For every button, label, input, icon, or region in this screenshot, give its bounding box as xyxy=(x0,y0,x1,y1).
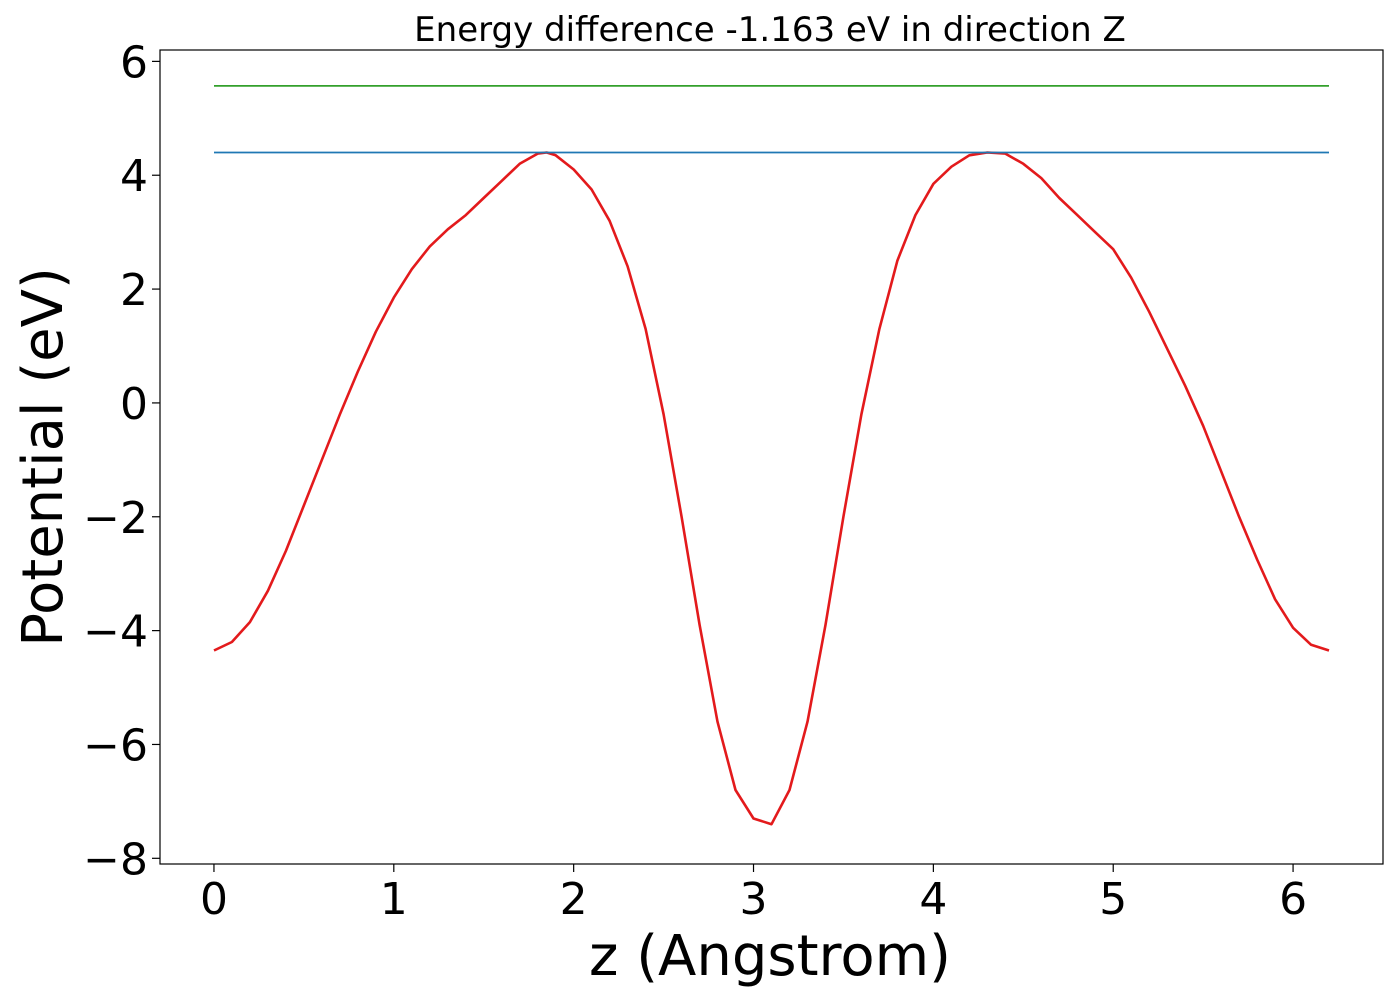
x-tick-label: 1 xyxy=(380,874,408,925)
x-tick-label: 0 xyxy=(200,874,228,925)
plot-frame xyxy=(159,49,1384,865)
series-layer xyxy=(213,85,1330,826)
y-tick-label: −4 xyxy=(83,607,148,658)
x-tick-label: 5 xyxy=(1099,874,1127,925)
ticks-layer: 0 1 2 3 4 5 6 −8 −6 −4 −2 0 2 4 6 xyxy=(83,37,1307,925)
y-tick-label: −2 xyxy=(83,493,148,544)
y-tick-label: 4 xyxy=(120,151,148,202)
y-axis-title: Potential (eV) xyxy=(11,267,76,647)
y-tick-label: −6 xyxy=(83,720,148,771)
x-tick-label: 3 xyxy=(740,874,768,925)
chart-title: Energy difference -1.163 eV in direction… xyxy=(414,10,1126,50)
series-line-0 xyxy=(213,151,1330,826)
x-axis-title: z (Angstrom) xyxy=(589,924,951,989)
x-tick-label: 2 xyxy=(560,874,588,925)
y-tick-label: 6 xyxy=(120,37,148,88)
x-tick-label: 4 xyxy=(919,874,947,925)
x-tick-label: 6 xyxy=(1279,874,1307,925)
y-tick-label: −8 xyxy=(83,834,148,885)
y-tick-label: 2 xyxy=(120,265,148,316)
y-tick-label: 0 xyxy=(120,379,148,430)
